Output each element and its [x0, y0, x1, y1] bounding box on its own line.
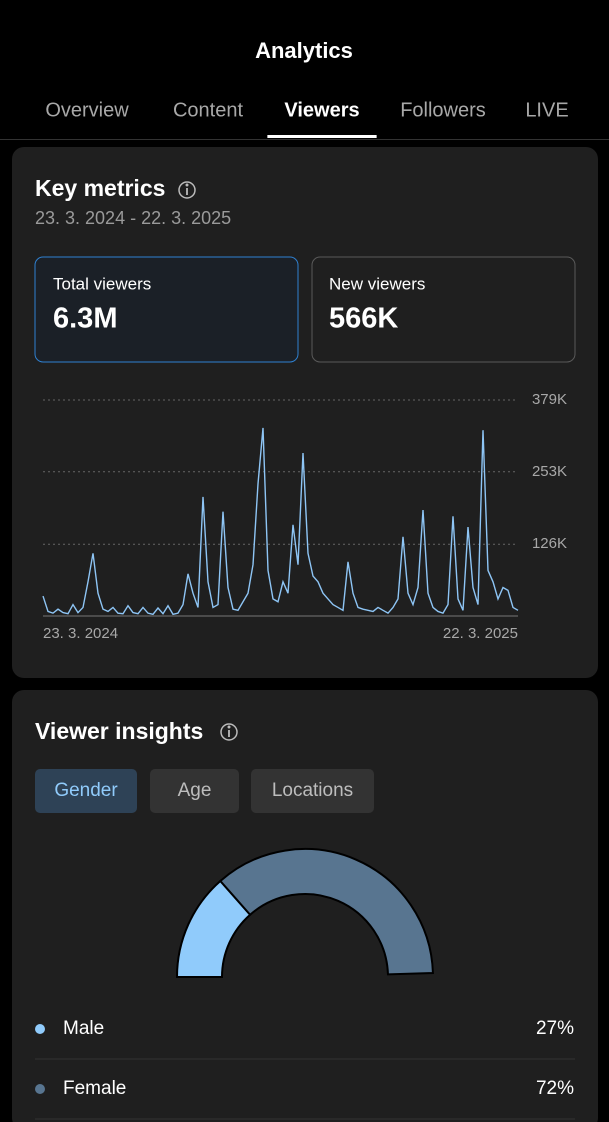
tab[interactable]: Overview — [45, 99, 129, 121]
y-tick-label: 126K — [532, 535, 567, 552]
x-tick-label: 23. 3. 2024 — [43, 625, 118, 642]
filter-chip[interactable] — [35, 769, 137, 813]
metric-tile[interactable] — [311, 256, 576, 363]
tab[interactable]: Followers — [400, 99, 486, 121]
filter-label[interactable]: Locations — [272, 780, 353, 801]
metric-value: 6.3M — [53, 303, 117, 335]
tab-indicator — [267, 135, 377, 138]
metric-value: 566K — [329, 303, 398, 335]
legend-dot — [35, 1024, 45, 1034]
y-tick-label: 379K — [532, 391, 567, 408]
metric-label: New viewers — [329, 274, 425, 293]
tab[interactable]: Viewers — [284, 99, 359, 121]
viewer-insights-card — [12, 690, 598, 1122]
filter-label[interactable]: Age — [178, 780, 212, 801]
info-icon[interactable] — [178, 181, 196, 199]
legend-value: 72% — [536, 1078, 574, 1099]
info-icon[interactable] — [220, 723, 238, 741]
page-title: Analytics — [255, 38, 353, 63]
date-range: 23. 3. 2024 - 22. 3. 2025 — [35, 208, 231, 228]
tab[interactable]: Content — [173, 99, 243, 121]
legend-dot — [35, 1084, 45, 1094]
legend-label: Female — [63, 1078, 126, 1099]
filter-label[interactable]: Gender — [54, 780, 118, 801]
card-title: Viewer insights — [35, 718, 203, 744]
x-tick-label: 22. 3. 2025 — [443, 625, 518, 642]
filter-chip[interactable] — [251, 769, 374, 813]
y-tick-label: 253K — [532, 463, 567, 480]
card-title: Key metrics — [35, 175, 165, 201]
filter-chip[interactable] — [150, 769, 239, 813]
line-series — [42, 427, 519, 616]
legend-label: Male — [63, 1018, 104, 1039]
metric-label: Total viewers — [53, 274, 151, 293]
donut-segment — [218, 848, 434, 976]
tab[interactable]: LIVE — [525, 99, 568, 121]
legend-value: 27% — [536, 1018, 574, 1039]
metric-tile-selected[interactable] — [34, 256, 299, 363]
